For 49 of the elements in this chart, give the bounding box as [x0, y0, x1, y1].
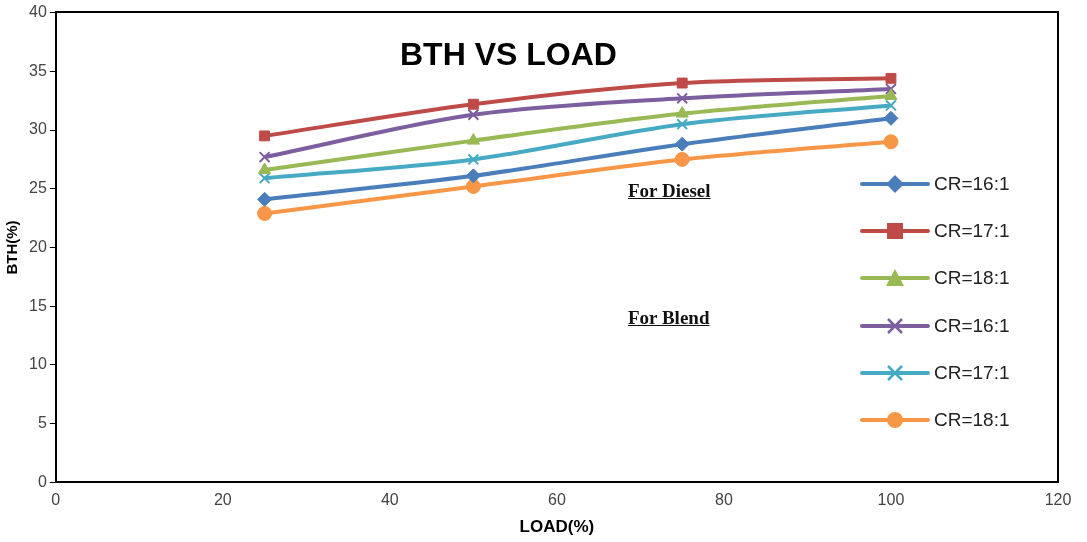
point: [676, 92, 689, 105]
x-tick-label: 0: [51, 491, 61, 509]
x-axis-title: LOAD(%): [519, 517, 595, 537]
annotation: For Diesel: [628, 180, 711, 202]
point: [258, 151, 271, 164]
x-tick-label: 20: [213, 491, 232, 509]
x-tick-label: 40: [380, 491, 399, 509]
legend-label: CR=18:1: [934, 267, 1010, 290]
x-tick-label: 120: [1044, 491, 1072, 509]
x-tick-label: 60: [548, 491, 566, 509]
y-tick-label: 0: [37, 472, 47, 490]
y-tick-label: 40: [29, 3, 47, 21]
y-axis-title: BTH(%): [3, 220, 21, 275]
legend-label: CR=17:1: [934, 219, 1010, 242]
point: [675, 106, 689, 118]
point: [883, 110, 899, 126]
x-tick-label: 100: [877, 491, 905, 509]
point: [258, 162, 272, 174]
legend-label: CR=16:1: [934, 314, 1010, 337]
point: [467, 153, 480, 166]
point: [257, 191, 273, 207]
y-tick-label: 5: [37, 414, 47, 432]
point: [674, 151, 690, 167]
x-tick-label: 80: [715, 491, 733, 509]
point: [257, 205, 273, 221]
y-tick-label: 15: [29, 296, 47, 314]
annotation: For Blend: [628, 307, 710, 329]
legend-label: CR=16:1: [934, 172, 1010, 195]
y-tick-label: 20: [29, 237, 47, 255]
y-tick-label: 10: [29, 355, 47, 373]
point: [467, 108, 480, 121]
point: [676, 118, 689, 131]
point: [466, 133, 480, 145]
y-tick-label: 25: [29, 179, 47, 197]
point: [674, 136, 690, 152]
point: [885, 99, 897, 112]
point: [259, 130, 271, 142]
point: [884, 88, 898, 100]
point: [885, 72, 897, 84]
point: [467, 98, 479, 110]
point: [885, 82, 897, 95]
point: [883, 134, 899, 150]
point: [676, 77, 688, 89]
legend-label: CR=18:1: [934, 409, 1010, 432]
y-tick-label: 30: [29, 120, 47, 138]
text: BTH VS LOAD: [400, 36, 617, 73]
y-tick-label: 35: [29, 61, 47, 79]
legend-label: CR=17:1: [934, 361, 1010, 384]
point: [465, 168, 481, 184]
